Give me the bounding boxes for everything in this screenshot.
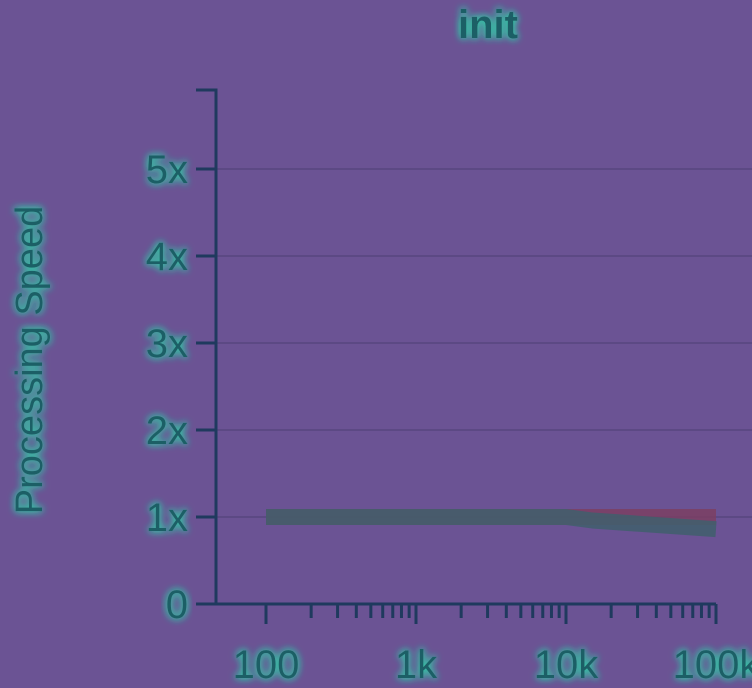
x-tick-label-3: 100k [673,643,752,687]
series-lines [266,509,717,538]
x-tick-label-1: 1k [395,643,438,687]
x-ticks: 100 1k 10k 100k [233,604,752,687]
y-tick-label-2: 2x [146,409,188,453]
series-line-1 [266,509,717,538]
x-tick-label-0: 100 [233,643,300,687]
y-tick-label-5: 5x [146,148,188,192]
x-tick-label-2: 10k [534,643,599,687]
y-ticks: 0 1x 2x 3x 4x 5x [146,148,216,627]
chart-title: init [458,3,518,47]
y-tick-label-4: 4x [146,235,188,279]
grid-lines [216,168,752,518]
y-tick-label-0: 0 [166,583,188,627]
y-axis-label: Processing Speed [9,206,51,514]
y-tick-label-1: 1x [146,496,188,540]
y-axis-line [196,88,218,606]
y-tick-label-3: 3x [146,322,188,366]
